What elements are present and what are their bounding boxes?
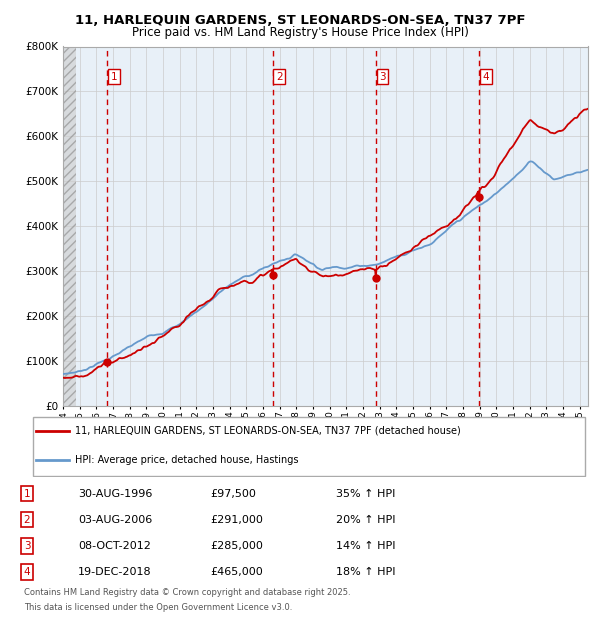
Text: 4: 4 xyxy=(23,567,31,577)
Text: 18% ↑ HPI: 18% ↑ HPI xyxy=(336,567,395,577)
Text: HPI: Average price, detached house, Hastings: HPI: Average price, detached house, Hast… xyxy=(74,455,298,465)
Text: 08-OCT-2012: 08-OCT-2012 xyxy=(78,541,151,551)
Text: Price paid vs. HM Land Registry's House Price Index (HPI): Price paid vs. HM Land Registry's House … xyxy=(131,26,469,39)
Text: 1: 1 xyxy=(23,489,31,498)
FancyBboxPatch shape xyxy=(33,417,585,476)
Text: £97,500: £97,500 xyxy=(210,489,256,498)
Text: 14% ↑ HPI: 14% ↑ HPI xyxy=(336,541,395,551)
Text: £285,000: £285,000 xyxy=(210,541,263,551)
Text: 3: 3 xyxy=(23,541,31,551)
Text: 2: 2 xyxy=(23,515,31,525)
Text: Contains HM Land Registry data © Crown copyright and database right 2025.: Contains HM Land Registry data © Crown c… xyxy=(24,588,350,597)
Text: 4: 4 xyxy=(482,72,489,82)
Text: 19-DEC-2018: 19-DEC-2018 xyxy=(78,567,152,577)
Text: 35% ↑ HPI: 35% ↑ HPI xyxy=(336,489,395,498)
Text: 11, HARLEQUIN GARDENS, ST LEONARDS-ON-SEA, TN37 7PF (detached house): 11, HARLEQUIN GARDENS, ST LEONARDS-ON-SE… xyxy=(74,426,460,436)
Text: 3: 3 xyxy=(379,72,386,82)
Text: This data is licensed under the Open Government Licence v3.0.: This data is licensed under the Open Gov… xyxy=(24,603,292,613)
Text: 2: 2 xyxy=(276,72,283,82)
Text: 11, HARLEQUIN GARDENS, ST LEONARDS-ON-SEA, TN37 7PF: 11, HARLEQUIN GARDENS, ST LEONARDS-ON-SE… xyxy=(75,14,525,27)
Text: 30-AUG-1996: 30-AUG-1996 xyxy=(78,489,152,498)
Text: 20% ↑ HPI: 20% ↑ HPI xyxy=(336,515,395,525)
Text: 1: 1 xyxy=(110,72,117,82)
Text: £291,000: £291,000 xyxy=(210,515,263,525)
Text: 03-AUG-2006: 03-AUG-2006 xyxy=(78,515,152,525)
Text: £465,000: £465,000 xyxy=(210,567,263,577)
Bar xyxy=(63,46,76,406)
